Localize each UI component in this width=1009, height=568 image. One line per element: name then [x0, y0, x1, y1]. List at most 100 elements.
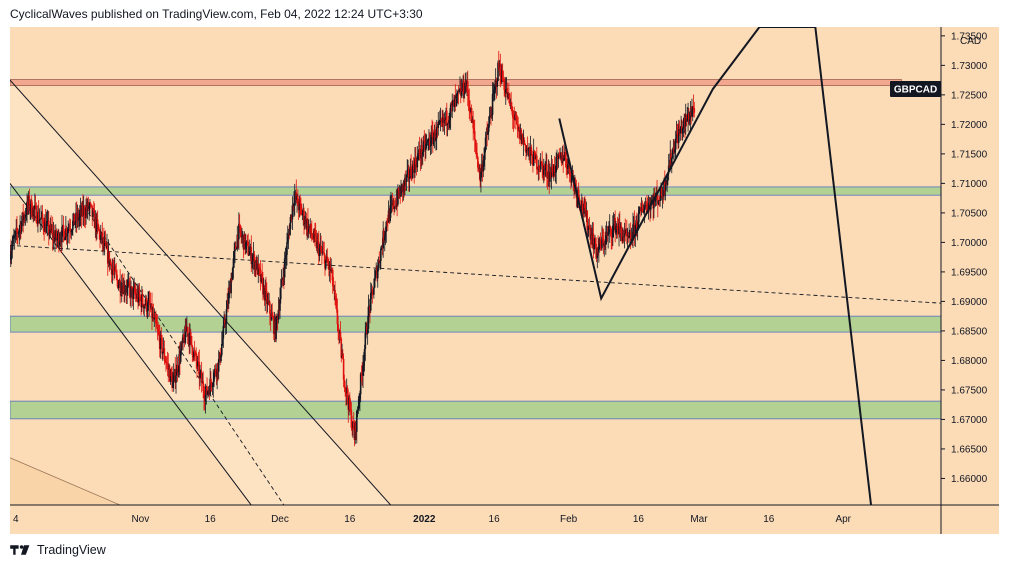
candle[interactable] — [47, 211, 50, 246]
candle[interactable] — [293, 191, 295, 217]
candle[interactable] — [111, 258, 114, 284]
candle[interactable] — [400, 179, 402, 197]
candle[interactable] — [39, 218, 42, 232]
candle[interactable] — [489, 106, 492, 118]
lower-channel-line[interactable] — [9, 457, 121, 506]
candle[interactable] — [141, 289, 144, 306]
candle[interactable] — [448, 112, 450, 131]
candle[interactable] — [451, 93, 454, 119]
candle[interactable] — [485, 127, 488, 150]
candle[interactable] — [35, 202, 38, 224]
candle[interactable] — [531, 150, 533, 166]
candle[interactable] — [67, 220, 69, 244]
candle[interactable] — [12, 234, 14, 250]
candle[interactable] — [184, 318, 187, 345]
candle[interactable] — [373, 268, 376, 289]
candle[interactable] — [515, 112, 518, 125]
candle[interactable] — [203, 383, 205, 411]
trend-line-0[interactable] — [9, 79, 393, 507]
candle[interactable] — [615, 220, 617, 235]
candle[interactable] — [641, 200, 644, 213]
candle[interactable] — [42, 217, 45, 235]
candle[interactable] — [586, 210, 589, 236]
candle[interactable] — [221, 331, 223, 357]
candle[interactable] — [245, 234, 247, 255]
candle[interactable] — [143, 303, 146, 317]
candle[interactable] — [162, 351, 164, 361]
candle[interactable] — [682, 117, 685, 138]
candle[interactable] — [196, 356, 199, 372]
candle[interactable] — [482, 155, 485, 178]
candle[interactable] — [546, 154, 548, 188]
candle[interactable] — [291, 196, 294, 231]
candle[interactable] — [85, 198, 87, 225]
candle[interactable] — [220, 354, 222, 363]
candle[interactable] — [303, 207, 305, 235]
candle[interactable] — [134, 282, 136, 300]
candle[interactable] — [134, 284, 137, 302]
trend-line-2[interactable] — [84, 206, 286, 507]
candle[interactable] — [625, 219, 628, 245]
candle[interactable] — [612, 212, 615, 238]
candle[interactable] — [275, 315, 277, 343]
candle[interactable] — [330, 258, 332, 274]
candle[interactable] — [675, 120, 678, 143]
candle[interactable] — [455, 94, 457, 107]
candle[interactable] — [653, 188, 655, 219]
candle[interactable] — [250, 235, 253, 273]
candle[interactable] — [359, 372, 362, 403]
support-zone-1[interactable] — [9, 186, 942, 196]
chart-canvas[interactable]: 1.73500 1.73000 1.72500 1.72000 1.71500 1.710… — [9, 26, 999, 534]
candle[interactable] — [360, 365, 363, 382]
candle[interactable] — [463, 73, 465, 103]
forecast-path[interactable] — [558, 26, 873, 507]
candle[interactable] — [297, 189, 299, 206]
candle[interactable] — [405, 174, 408, 191]
candle[interactable] — [610, 227, 613, 250]
candle[interactable] — [30, 195, 33, 218]
candle[interactable] — [71, 228, 73, 235]
candle[interactable] — [210, 371, 212, 392]
candle[interactable] — [164, 355, 166, 363]
candle[interactable] — [199, 364, 201, 387]
candle[interactable] — [61, 214, 63, 252]
candle[interactable] — [132, 280, 135, 310]
candle[interactable] — [628, 223, 630, 239]
candle[interactable] — [390, 191, 392, 218]
candle[interactable] — [538, 165, 540, 180]
candle[interactable] — [618, 213, 620, 247]
support-zone-2[interactable] — [9, 315, 942, 333]
candle[interactable] — [119, 269, 121, 304]
candle[interactable] — [321, 246, 323, 265]
candle[interactable] — [350, 401, 353, 431]
candle[interactable] — [147, 291, 149, 318]
candle[interactable] — [83, 205, 86, 228]
candle[interactable] — [406, 159, 409, 178]
candle[interactable] — [287, 228, 290, 250]
candle[interactable] — [416, 146, 419, 172]
candle[interactable] — [38, 208, 41, 223]
candle[interactable] — [435, 120, 438, 150]
candle[interactable] — [553, 155, 556, 177]
candle[interactable] — [646, 194, 648, 212]
candle[interactable] — [337, 315, 339, 341]
candle[interactable] — [555, 152, 557, 185]
candle[interactable] — [352, 412, 355, 430]
candle[interactable] — [383, 228, 385, 244]
candle[interactable] — [343, 374, 346, 393]
candle[interactable] — [148, 290, 151, 317]
candle[interactable] — [282, 267, 284, 286]
candle[interactable] — [161, 334, 163, 360]
candle[interactable] — [96, 210, 99, 235]
candle[interactable] — [370, 283, 373, 300]
price-chart[interactable]: 1.73500 1.73000 1.72500 1.72000 1.71500 1.710… — [9, 26, 999, 534]
candle[interactable] — [24, 207, 27, 226]
candle[interactable] — [224, 314, 226, 329]
candle[interactable] — [339, 321, 342, 341]
candle[interactable] — [421, 137, 423, 167]
candle[interactable] — [693, 101, 696, 118]
candle[interactable] — [468, 88, 471, 120]
candle[interactable] — [340, 336, 343, 363]
candle[interactable] — [172, 363, 175, 392]
candle[interactable] — [264, 279, 267, 312]
